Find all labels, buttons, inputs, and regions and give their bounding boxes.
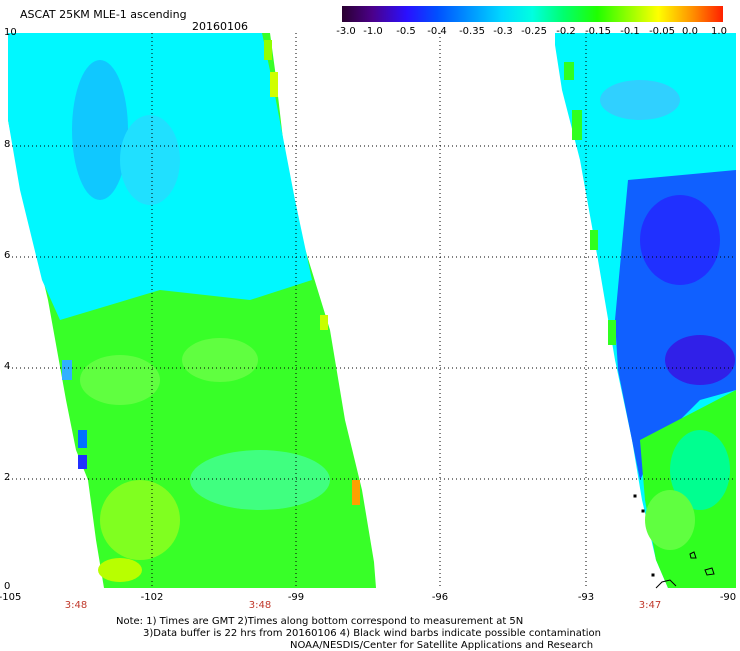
chart-date: 20160106 [192, 20, 248, 33]
swath-time-label: 3:48 [64, 600, 88, 611]
y-tick-label: 4 [4, 361, 11, 372]
swath-time-label: 3:48 [248, 600, 272, 611]
colorbar-tick: -3.0 [336, 26, 356, 37]
colorbar-tick: -0.4 [427, 26, 447, 37]
swath-left [8, 33, 376, 588]
coastline [633, 494, 715, 589]
x-tick-label: -96 [431, 592, 449, 603]
colorbar-tick: 1.0 [711, 26, 727, 37]
y-tick-label: 6 [4, 250, 11, 261]
colorbar-tick: -0.15 [585, 26, 611, 37]
colorbar-tick: -0.35 [459, 26, 485, 37]
chart-title: ASCAT 25KM MLE-1 ascending [20, 8, 187, 21]
colorbar-tick: -0.2 [556, 26, 576, 37]
grid [8, 33, 736, 588]
x-tick-label: -99 [287, 592, 305, 603]
colorbar-tick: -0.5 [396, 26, 416, 37]
colorbar-tick: -0.3 [493, 26, 513, 37]
y-tick-label: 0 [4, 581, 11, 592]
footnote-line: Note: 1) Times are GMT 2)Times along bot… [116, 616, 524, 627]
footnote-line: 3)Data buffer is 22 hrs from 20160106 4)… [143, 628, 601, 639]
x-tick-label: -90 [719, 592, 737, 603]
colorbar [342, 6, 723, 22]
swath-time-label: 3:47 [638, 600, 662, 611]
colorbar-tick: -0.25 [521, 26, 547, 37]
y-tick-label: 10 [4, 27, 17, 38]
footnote-line: NOAA/NESDIS/Center for Satellite Applica… [290, 640, 594, 651]
colorbar-tick: 0.0 [682, 26, 698, 37]
x-tick-label: -105 [0, 592, 22, 603]
colorbar-tick: -1.0 [363, 26, 383, 37]
swath-right [555, 33, 736, 588]
x-tick-label: -93 [577, 592, 595, 603]
colorbar-tick: -0.1 [620, 26, 640, 37]
y-tick-label: 2 [4, 472, 11, 483]
colorbar-tick: -0.05 [649, 26, 675, 37]
x-tick-label: -102 [140, 592, 164, 603]
y-tick-label: 8 [4, 139, 11, 150]
